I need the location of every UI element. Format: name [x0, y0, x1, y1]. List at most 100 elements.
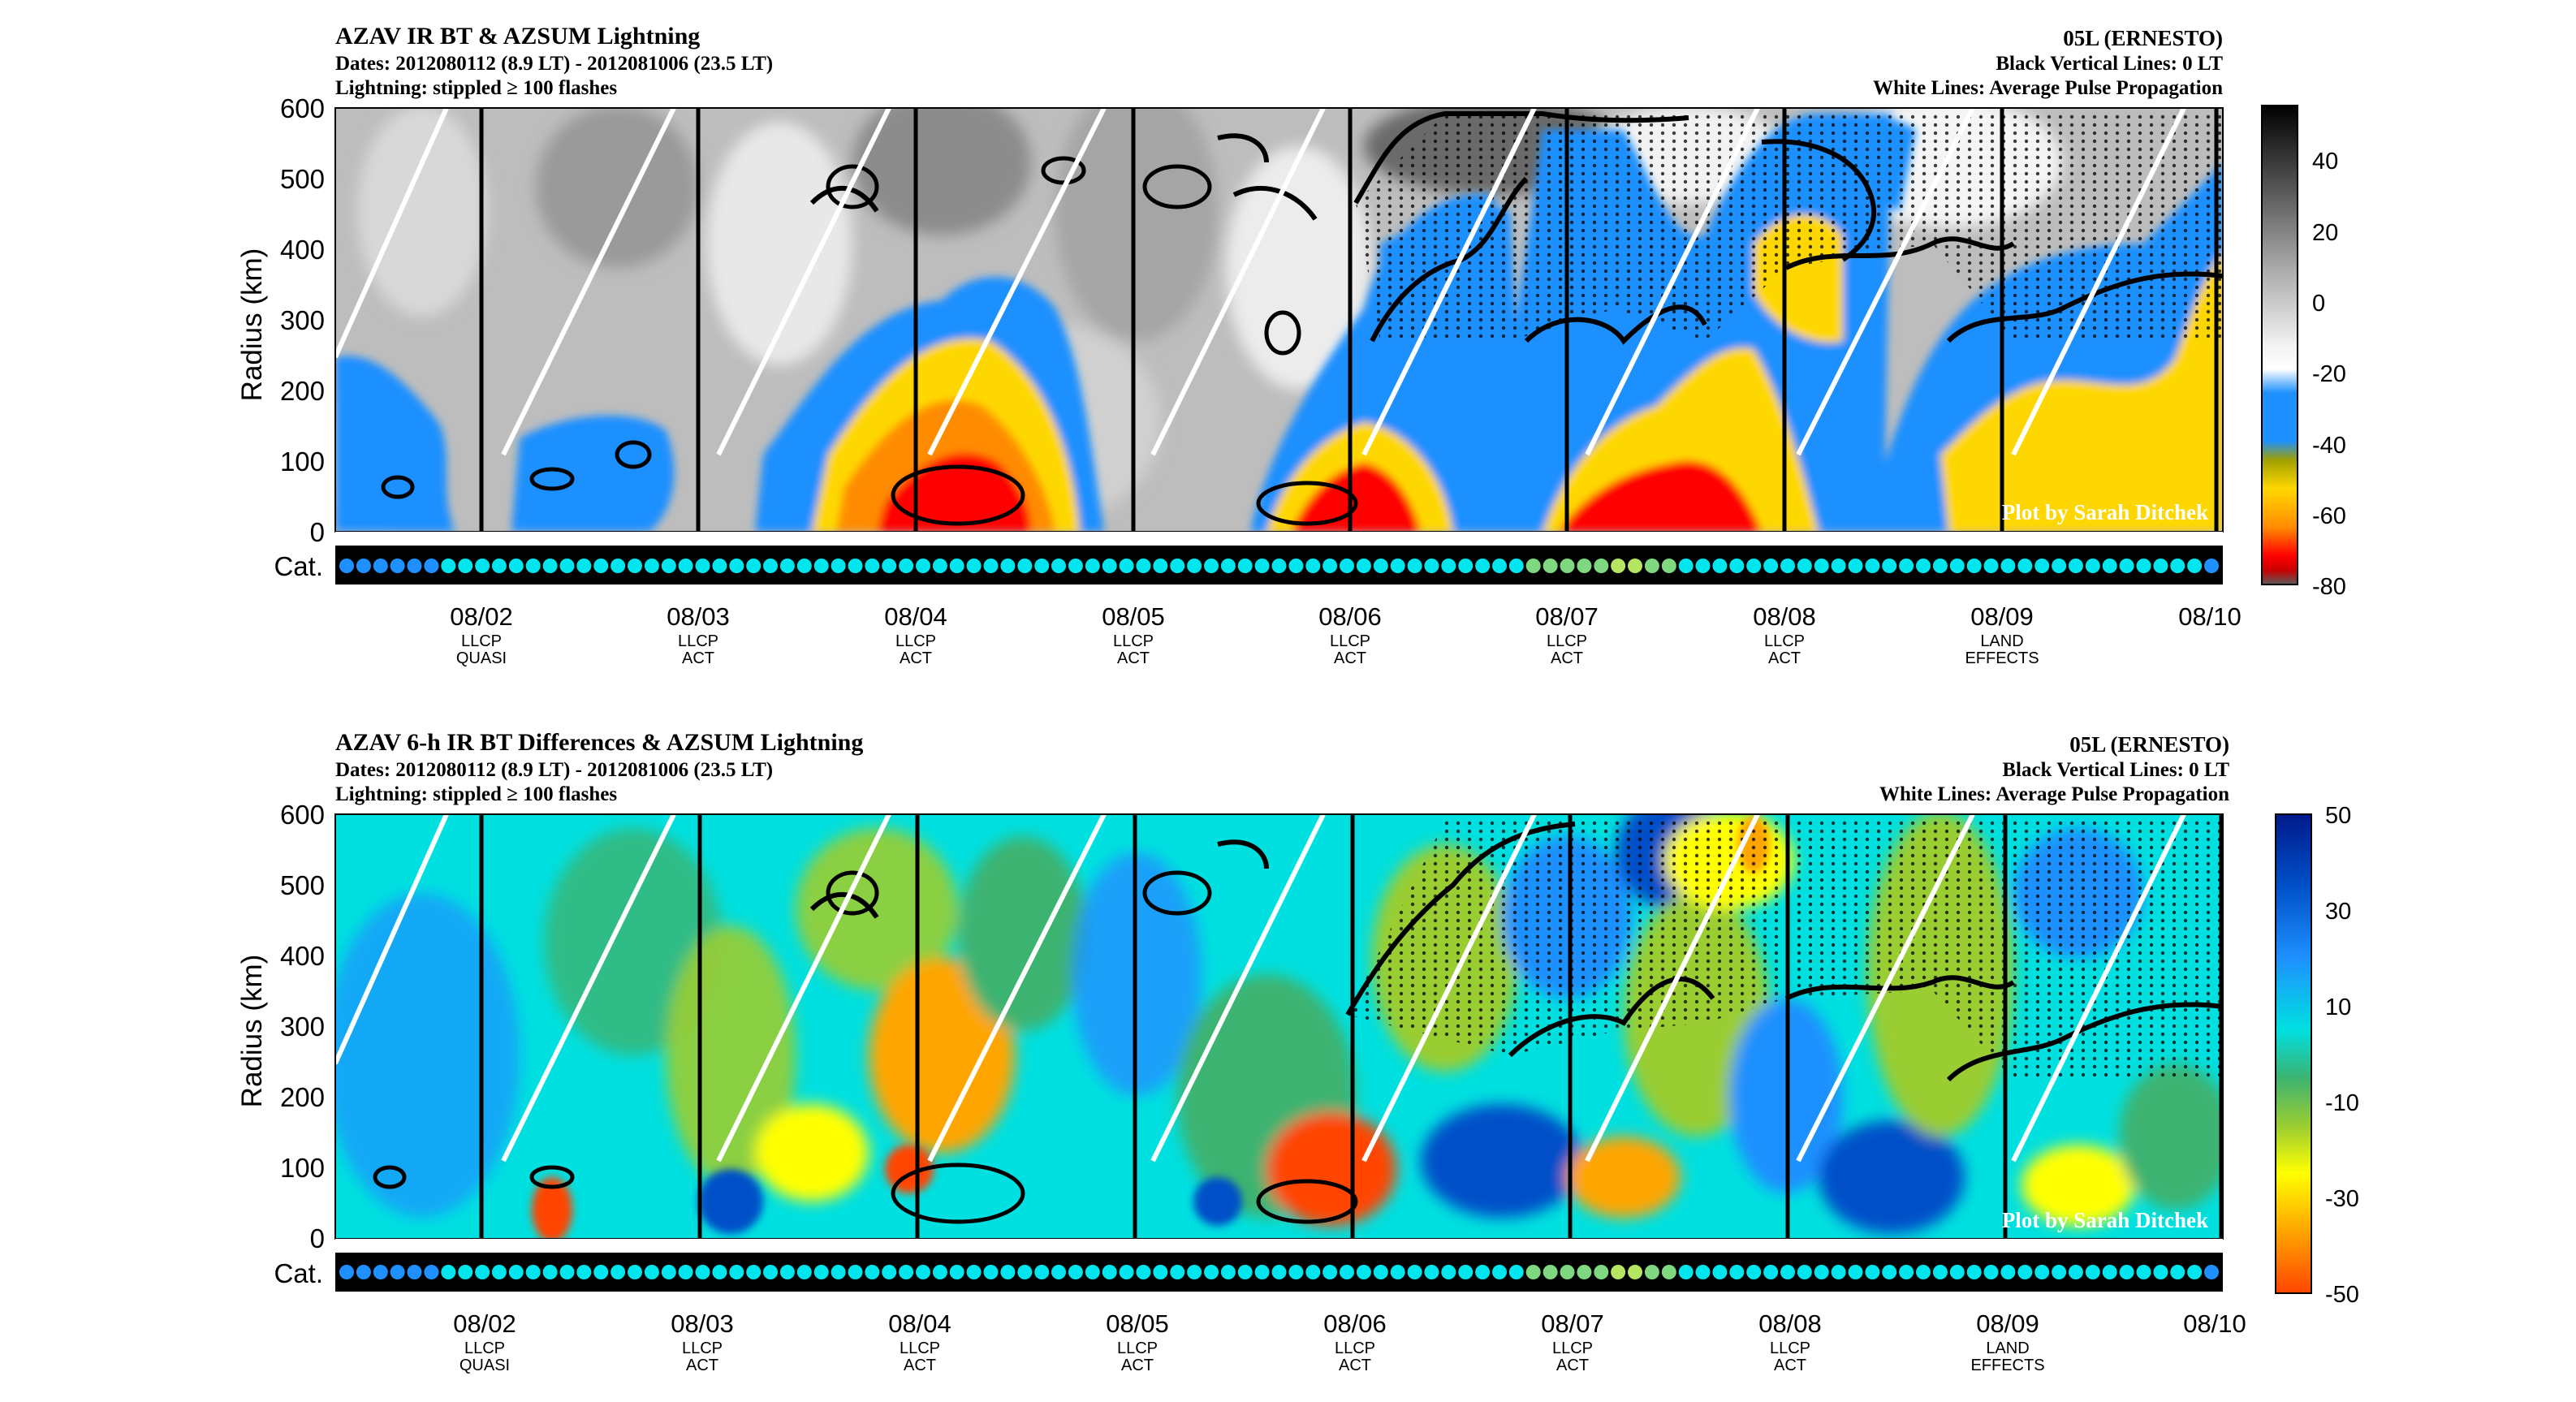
category-marker	[2187, 1265, 2202, 1279]
category-marker	[356, 559, 371, 573]
bottom-xtick-0803: 08/03	[671, 1309, 734, 1338]
category-marker	[1611, 559, 1625, 573]
category-marker	[950, 559, 964, 573]
category-marker	[2103, 559, 2117, 573]
bottom-xtick-0807: 08/07	[1541, 1309, 1604, 1338]
top-ytick-300: 300	[280, 305, 325, 335]
top-xtick-0807: 08/07	[1535, 602, 1599, 631]
category-marker	[1120, 1265, 1134, 1279]
top-xtick-0805-l1: LLCP	[1113, 632, 1154, 650]
top-white-lines-note: White Lines: Average Pulse Propagation	[1873, 77, 2223, 99]
category-marker	[1120, 559, 1134, 573]
category-marker	[780, 1265, 795, 1279]
category-marker	[662, 1265, 676, 1279]
category-marker	[1849, 559, 1863, 573]
category-marker	[1408, 559, 1422, 573]
category-marker	[424, 559, 438, 573]
category-marker	[1441, 559, 1456, 573]
top-xtick-0808: 08/08	[1753, 602, 1816, 631]
bottom-xtick-0803-l2: ACT	[686, 1357, 718, 1374]
bottom-xtick-0806-l1: LLCP	[1335, 1339, 1375, 1357]
category-marker	[2187, 559, 2202, 573]
category-marker	[611, 1265, 625, 1279]
top-cbar-tick-m40: -40	[2312, 433, 2346, 459]
bottom-black-lines-note: Black Vertical Lines: 0 LT	[2002, 759, 2229, 781]
category-marker	[390, 1265, 405, 1279]
top-xtick-0804-l2: ACT	[900, 649, 932, 667]
bottom-xtick-0804: 08/04	[888, 1309, 951, 1338]
top-xtick-0802: 08/02	[450, 602, 513, 631]
category-marker	[2034, 559, 2049, 573]
category-marker	[2204, 1265, 2219, 1279]
category-marker	[1797, 1265, 1812, 1279]
bottom-xtick-0808-l1: LLCP	[1770, 1339, 1810, 1357]
category-marker	[1458, 1265, 1473, 1279]
category-marker	[950, 1265, 964, 1279]
category-marker	[712, 1265, 727, 1279]
top-xtick-0809-l2: EFFECTS	[1965, 649, 2039, 667]
category-marker	[933, 559, 947, 573]
category-marker	[1374, 1265, 1388, 1279]
bottom-xtick-0803-l1: LLCP	[682, 1339, 723, 1357]
category-marker	[679, 559, 693, 573]
bottom-xtick-0808: 08/08	[1758, 1309, 1822, 1338]
category-marker	[746, 1265, 761, 1279]
category-marker	[373, 559, 388, 573]
category-marker	[1509, 559, 1524, 573]
top-y-ticks: 600 500 400 300 200 100 0	[280, 93, 325, 547]
category-marker	[475, 1265, 490, 1279]
bottom-gap-strip	[335, 1239, 2223, 1251]
bottom-ytick-500: 500	[280, 870, 325, 900]
category-marker	[763, 1265, 778, 1279]
category-marker	[865, 559, 879, 573]
category-marker	[1984, 559, 1999, 573]
top-title: AZAV IR BT & AZSUM Lightning	[335, 23, 700, 50]
category-marker	[831, 1265, 846, 1279]
category-marker	[1391, 1265, 1405, 1279]
category-marker	[2153, 1265, 2168, 1279]
category-marker	[1391, 559, 1405, 573]
bottom-x-ticks: 08/02 LLCP QUASI 08/03 LLCP ACT 08/04 LL…	[453, 1309, 2246, 1374]
top-xtick-0808-l1: LLCP	[1764, 632, 1805, 650]
category-marker	[848, 559, 863, 573]
category-marker	[543, 559, 558, 573]
category-marker	[1102, 1265, 1117, 1279]
category-marker	[729, 559, 744, 573]
bottom-cbar-tick-m10: -10	[2325, 1090, 2359, 1116]
top-xtick-0802-l1: LLCP	[461, 632, 502, 650]
category-marker	[1916, 559, 1931, 573]
bottom-ytick-600: 600	[280, 800, 325, 830]
category-marker	[1323, 1265, 1337, 1279]
category-marker	[1068, 1265, 1083, 1279]
bottom-xtick-0802-l2: QUASI	[460, 1357, 510, 1374]
category-marker	[1458, 559, 1473, 573]
category-marker	[984, 559, 999, 573]
category-marker	[2052, 1265, 2066, 1279]
category-marker	[780, 559, 795, 573]
category-marker	[1153, 559, 1167, 573]
category-marker	[1984, 1265, 1999, 1279]
category-marker	[593, 1265, 608, 1279]
category-marker	[1950, 1265, 1965, 1279]
category-marker	[1272, 1265, 1287, 1279]
category-marker	[1882, 1265, 1896, 1279]
category-marker	[746, 559, 761, 573]
bottom-xtick-0809: 08/09	[1976, 1309, 2039, 1338]
category-marker	[1340, 1265, 1354, 1279]
category-marker	[1238, 559, 1253, 573]
top-xtick-0804: 08/04	[884, 602, 947, 631]
bottom-cbar-tick-m30: -30	[2325, 1186, 2359, 1212]
category-marker	[1882, 559, 1896, 573]
category-marker	[882, 559, 896, 573]
category-marker	[1916, 1265, 1931, 1279]
bottom-ytick-0: 0	[310, 1223, 325, 1253]
category-marker	[865, 1265, 879, 1279]
category-marker	[1051, 559, 1066, 573]
bottom-xtick-0808-l2: ACT	[1774, 1357, 1806, 1374]
category-marker	[1849, 1265, 1863, 1279]
bottom-cbar-tick-30: 30	[2325, 899, 2351, 925]
category-marker	[1475, 559, 1490, 573]
category-marker	[1340, 559, 1354, 573]
top-ylabel: Radius (km)	[236, 248, 268, 402]
category-marker	[441, 559, 455, 573]
